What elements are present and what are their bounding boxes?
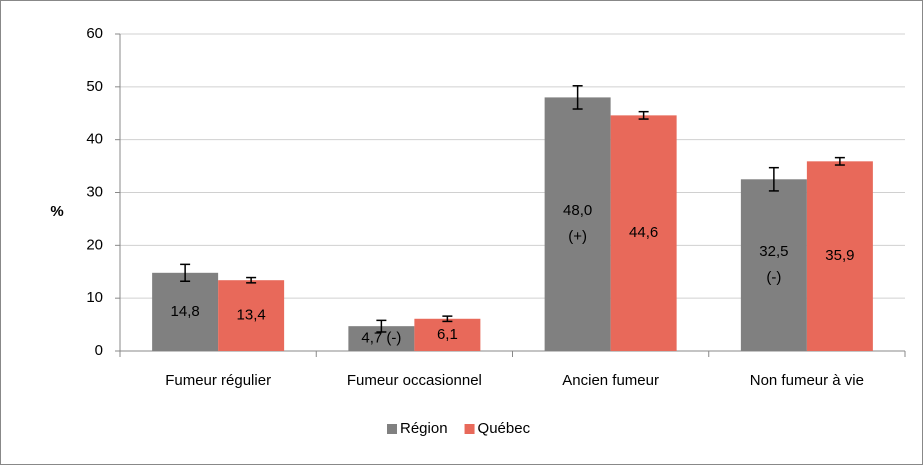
error-bar [638, 110, 649, 120]
bar [152, 272, 219, 351]
data-label: 13,4 [237, 307, 266, 324]
x-tick-label: Fumeur occasionnel [347, 372, 482, 389]
bar [414, 318, 481, 351]
bar [806, 161, 873, 351]
y-tick-label: 50 [86, 78, 103, 95]
legend-label: Région [400, 420, 448, 437]
x-tick-label: Non fumeur à vie [750, 372, 864, 389]
bar [544, 97, 611, 352]
data-label: 35,9 [825, 247, 854, 264]
error-bar [376, 319, 387, 333]
legend-swatch [387, 424, 397, 434]
error-bar [246, 276, 257, 284]
error-bar [442, 315, 453, 323]
data-label: 14,8 [171, 303, 200, 320]
error-bar [572, 85, 583, 110]
x-tick-label: Ancien fumeur [562, 372, 659, 389]
data-label: 44,6 [629, 224, 658, 241]
error-bar [768, 166, 779, 192]
error-bar [180, 263, 191, 283]
legend-label: Québec [478, 420, 531, 437]
bar [218, 280, 285, 351]
data-label: 48,0 (+) [563, 202, 592, 245]
y-tick-label: 60 [86, 25, 103, 42]
y-tick-label: 10 [86, 289, 103, 306]
x-tick-label: Fumeur régulier [165, 372, 271, 389]
y-axis-label: % [50, 203, 63, 220]
y-tick-label: 30 [86, 183, 103, 200]
y-tick-label: 20 [86, 236, 103, 253]
data-label: 6,1 [437, 326, 458, 343]
y-tick-label: 40 [86, 131, 103, 148]
data-label: 4,7 (-) [361, 330, 401, 347]
y-tick-label: 0 [95, 342, 103, 359]
error-bar [834, 156, 845, 166]
bar [610, 115, 677, 351]
legend-swatch [464, 424, 475, 434]
bar [740, 179, 807, 351]
data-label: 32,5 (-) [759, 243, 788, 286]
